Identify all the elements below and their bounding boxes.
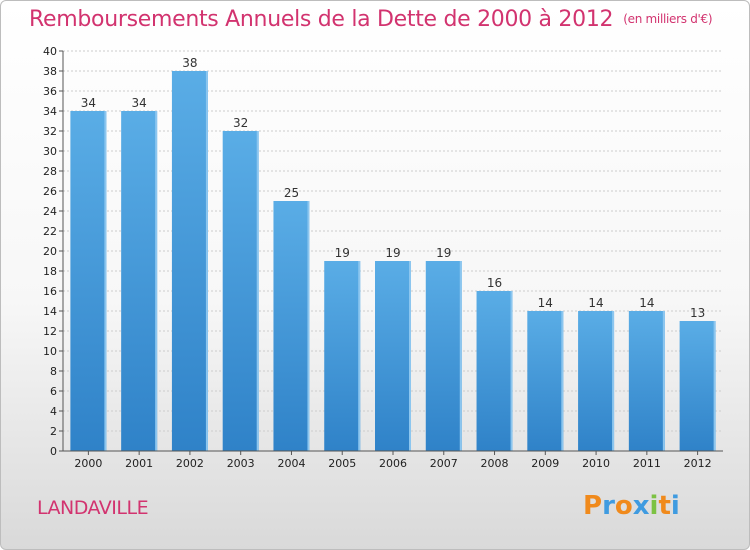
data-label: 16 [487,276,502,290]
x-tick-label: 2008 [481,457,509,470]
bar [222,131,259,451]
data-label: 19 [385,246,400,260]
bar-edge [561,311,564,451]
data-label: 14 [639,296,654,310]
y-tick-label: 10 [43,345,57,358]
bar-edge [713,321,716,451]
data-label: 13 [690,306,705,320]
chart-title: Remboursements Annuels de la Dette de 20… [29,7,713,32]
bar-edge [104,111,107,451]
data-label: 32 [233,116,248,130]
chart-title-text: Remboursements Annuels de la Dette de 20… [29,7,614,32]
x-tick-label: 2003 [227,457,255,470]
chart-unit: (en milliers d'€) [623,12,713,26]
data-label: 19 [335,246,350,260]
y-tick-label: 12 [43,325,57,338]
y-tick-label: 0 [50,445,57,458]
x-tick-label: 2012 [684,457,712,470]
bar-edge [358,261,361,451]
bar-edge [205,71,208,451]
x-tick-label: 2005 [328,457,356,470]
data-label: 34 [81,96,96,110]
y-tick-label: 22 [43,225,57,238]
bar-edge [307,201,310,451]
x-tick-label: 2000 [74,457,102,470]
bar [324,261,361,451]
y-tick-label: 2 [50,425,57,438]
bar [121,111,158,451]
bar [679,321,716,451]
data-label: 34 [132,96,147,110]
bar [425,261,462,451]
data-label: 14 [588,296,603,310]
y-tick-label: 24 [43,205,57,218]
y-tick-label: 8 [50,365,57,378]
logo-letter: t [658,491,671,521]
y-tick-label: 20 [43,245,57,258]
bar [273,201,310,451]
bar-edge [155,111,158,451]
bar [171,71,208,451]
axes: 0246810121416182022242628303234363840200… [43,45,723,470]
bar-edge [256,131,259,451]
bar [527,311,564,451]
x-tick-label: 2011 [633,457,661,470]
y-tick-label: 34 [43,105,57,118]
x-tick-label: 2010 [582,457,610,470]
y-tick-label: 6 [50,385,57,398]
y-tick-label: 16 [43,285,57,298]
x-tick-label: 2009 [531,457,559,470]
y-tick-label: 28 [43,165,57,178]
bar-edge [510,291,513,451]
data-labels: 34 34 38 32 25 19 19 19 16 14 14 14 13 [81,56,706,320]
logo-letter: i [670,491,680,521]
data-label: 14 [538,296,553,310]
x-tick-label: 2002 [176,457,204,470]
bar-edge [459,261,462,451]
bars [70,71,716,451]
logo-letter: r [602,491,615,521]
bar-edge [612,311,615,451]
y-tick-label: 4 [50,405,57,418]
logo-letter: i [649,491,659,521]
proxiti-logo: Proxiti [583,491,680,521]
bar-edge [409,261,411,451]
bar [70,111,107,451]
logo-letter: x [632,491,650,521]
bar [476,291,513,451]
y-tick-label: 26 [43,185,57,198]
logo-letter: o [614,491,633,521]
bar [578,311,615,451]
y-tick-label: 30 [43,145,57,158]
data-label: 25 [284,186,299,200]
bar [628,311,665,451]
commune-name: LANDAVILLE [37,497,149,519]
x-tick-label: 2006 [379,457,407,470]
x-tick-label: 2001 [125,457,153,470]
y-tick-label: 18 [43,265,57,278]
y-tick-label: 32 [43,125,57,138]
data-label: 38 [182,56,197,70]
y-tick-label: 14 [43,305,57,318]
bar-edge [662,311,665,451]
bar [375,261,411,451]
x-tick-label: 2004 [277,457,305,470]
y-tick-label: 40 [43,45,57,58]
y-tick-label: 36 [43,85,57,98]
x-tick-label: 2007 [430,457,458,470]
logo-letter: P [583,491,603,521]
data-label: 19 [436,246,451,260]
y-tick-label: 38 [43,65,57,78]
